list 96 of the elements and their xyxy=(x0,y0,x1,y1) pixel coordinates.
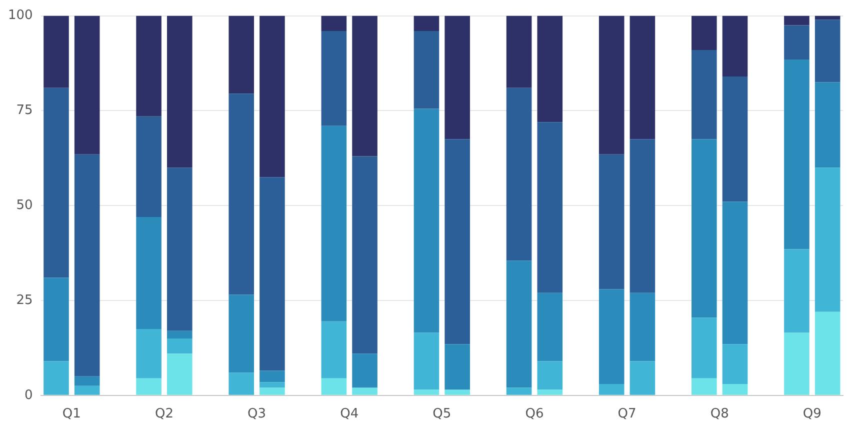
bar xyxy=(598,384,624,395)
x-tick-label: Q7 xyxy=(618,406,636,422)
bar xyxy=(44,278,69,362)
bar xyxy=(74,376,100,386)
y-tick-label: 75 xyxy=(16,103,33,118)
bar xyxy=(74,154,100,376)
bar xyxy=(630,292,656,362)
bar xyxy=(136,328,162,378)
bar xyxy=(352,16,378,156)
bar xyxy=(352,388,378,395)
bar xyxy=(414,16,440,31)
bar xyxy=(136,378,162,395)
bar xyxy=(321,378,347,395)
bar xyxy=(167,16,192,168)
bar xyxy=(74,386,100,395)
y-tick-label: 50 xyxy=(16,198,33,213)
bar xyxy=(352,354,378,388)
bar xyxy=(414,332,440,390)
bar xyxy=(784,249,810,333)
y-tick-label: 0 xyxy=(24,388,33,403)
bar xyxy=(260,16,285,178)
y-tick-label: 100 xyxy=(8,8,33,24)
bar xyxy=(814,20,840,82)
bar xyxy=(784,25,810,60)
x-tick-label: Q3 xyxy=(248,406,266,422)
bar xyxy=(692,139,717,318)
x-tick-label: Q1 xyxy=(62,406,81,422)
bar xyxy=(692,16,717,50)
bar xyxy=(444,139,470,344)
bar xyxy=(414,108,440,333)
bar xyxy=(506,260,532,388)
y-tick-label: 25 xyxy=(16,292,33,308)
bar xyxy=(506,16,532,88)
bar xyxy=(814,312,840,395)
bar xyxy=(228,94,254,295)
bar xyxy=(260,382,285,388)
bar xyxy=(444,344,470,390)
bar xyxy=(598,289,624,384)
bar xyxy=(722,16,748,77)
bar xyxy=(814,168,840,312)
bar xyxy=(692,50,717,140)
bar xyxy=(321,321,347,378)
bar xyxy=(722,344,748,384)
bar xyxy=(321,16,347,31)
bar xyxy=(228,372,254,395)
bar xyxy=(228,294,254,373)
bar xyxy=(784,59,810,250)
bar xyxy=(321,30,347,126)
bar xyxy=(630,139,656,293)
x-tick-label: Q5 xyxy=(432,406,452,422)
x-tick-label: Q4 xyxy=(340,406,359,422)
bar xyxy=(74,16,100,154)
bar xyxy=(722,202,748,344)
bar xyxy=(784,332,810,395)
bar xyxy=(814,82,840,168)
bar xyxy=(44,88,69,278)
bar xyxy=(260,388,285,395)
bar xyxy=(537,390,563,395)
bar xyxy=(598,16,624,154)
bar xyxy=(598,154,624,290)
bar xyxy=(136,116,162,217)
bar xyxy=(506,388,532,395)
bar xyxy=(167,354,192,395)
bar xyxy=(414,30,440,109)
bar xyxy=(167,168,192,331)
bar xyxy=(630,361,656,395)
bar xyxy=(537,361,563,390)
bar xyxy=(136,216,162,329)
bar xyxy=(506,88,532,261)
bar xyxy=(414,390,440,395)
bar xyxy=(722,384,748,395)
bar xyxy=(692,318,717,378)
bar xyxy=(444,16,470,140)
bar xyxy=(136,16,162,116)
bar xyxy=(537,122,563,293)
bar xyxy=(260,370,285,382)
x-tick-label: Q8 xyxy=(710,406,729,422)
bar xyxy=(260,177,285,371)
bar xyxy=(167,330,192,338)
bar xyxy=(321,126,347,322)
bar xyxy=(630,16,656,140)
bar xyxy=(44,16,69,88)
bar xyxy=(814,16,840,20)
bar xyxy=(784,16,810,26)
bar xyxy=(228,16,254,94)
x-tick-label: Q6 xyxy=(525,406,544,422)
bar xyxy=(692,378,717,395)
bar xyxy=(44,361,69,395)
x-tick-label: Q9 xyxy=(802,406,822,422)
bar xyxy=(167,338,192,354)
x-tick-label: Q2 xyxy=(154,406,174,422)
bar xyxy=(352,156,378,354)
bar xyxy=(537,292,563,362)
bar xyxy=(537,16,563,122)
bar xyxy=(722,76,748,202)
bar xyxy=(444,390,470,395)
